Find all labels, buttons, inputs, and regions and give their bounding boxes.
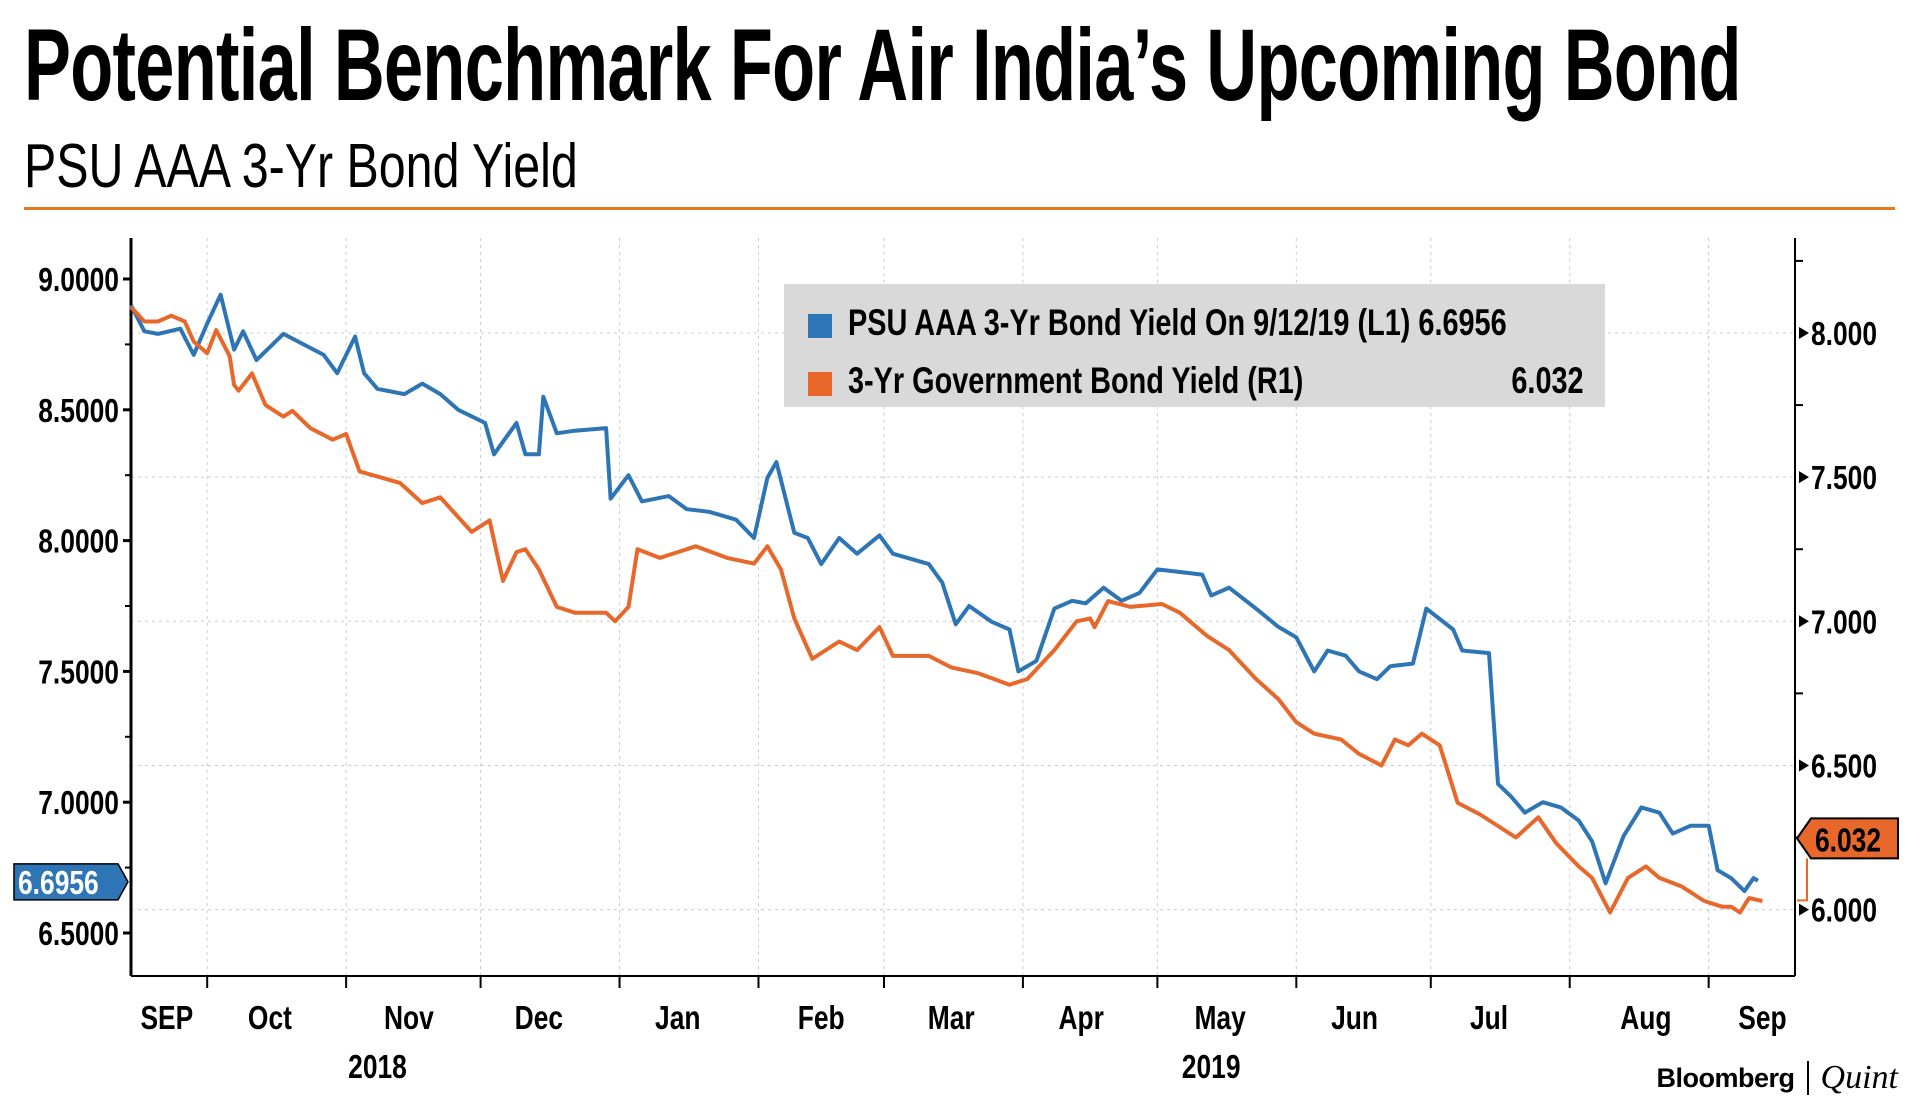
legend-label: PSU AAA 3-Yr Bond Yield On 9/12/19 (L1) … <box>848 302 1507 344</box>
x-tick-label: Apr <box>1058 1000 1104 1036</box>
x-tick-label: Jan <box>655 1000 700 1036</box>
right-tick-label: 7.000 <box>1811 605 1877 641</box>
left-tick-label: 8.0000 <box>38 524 119 560</box>
right-value-tag-leader <box>1797 858 1808 902</box>
x-tick-label: SEP <box>140 1000 193 1036</box>
right-tick-label: 7.500 <box>1811 460 1877 496</box>
left-tick-label: 7.0000 <box>38 785 119 821</box>
right-tick-label: 6.000 <box>1811 893 1877 929</box>
x-tick-label: Oct <box>248 1000 292 1036</box>
legend-series-value: 6.032 <box>1511 360 1584 401</box>
year-label: 2018 <box>348 1049 407 1085</box>
right-tick <box>1799 615 1809 628</box>
brand-logo: Bloomberg Quint <box>1657 1058 1898 1098</box>
right-value-tag <box>1795 817 1899 860</box>
chart-title: Potential Benchmark For Air India’s Upco… <box>24 8 1741 122</box>
x-tick-label: May <box>1194 1000 1246 1036</box>
x-tick-label: Feb <box>798 1000 845 1036</box>
legend: PSU AAA 3-Yr Bond Yield On 9/12/19 (L1) … <box>784 284 1605 407</box>
right-tick <box>1799 903 1809 916</box>
legend-item-gsec: 3-Yr Government Bond Yield (R1) 6.032 <box>808 360 1588 410</box>
chart-subtitle: PSU AAA 3-Yr Bond Yield <box>24 132 578 201</box>
left-value-tag-label: 6.6956 <box>18 865 99 901</box>
right-tick-label: 8.000 <box>1811 316 1877 352</box>
legend-item-psu: PSU AAA 3-Yr Bond Yield On 9/12/19 (L1) … <box>808 302 1588 352</box>
left-tick-label: 8.5000 <box>38 393 119 429</box>
legend-swatch-blue <box>808 314 832 338</box>
title-divider <box>24 207 1895 210</box>
year-label: 2019 <box>1182 1049 1241 1085</box>
x-tick-label: Sep <box>1738 1000 1786 1036</box>
x-tick-label: Aug <box>1620 1000 1671 1036</box>
legend-swatch-orange <box>808 372 832 396</box>
x-tick-label: Mar <box>928 1000 975 1036</box>
right-value-tag-label: 6.032 <box>1815 823 1881 859</box>
series-line-gsec <box>129 305 1763 915</box>
left-tick-label: 6.5000 <box>38 916 119 952</box>
left-value-tag <box>13 863 129 901</box>
right-tick <box>1799 759 1809 772</box>
brand-quint: Quint <box>1820 1059 1898 1096</box>
x-tick-label: Dec <box>515 1000 563 1036</box>
x-tick-label: Jun <box>1331 1000 1378 1036</box>
series-line-psu-aaa <box>129 292 1760 894</box>
x-tick-label: Nov <box>384 1000 434 1036</box>
brand-bloomberg: Bloomberg <box>1656 1062 1796 1093</box>
right-tick <box>1799 327 1809 339</box>
left-tick-label: 9.0000 <box>38 262 119 298</box>
right-tick <box>1799 471 1809 484</box>
legend-label: 3-Yr Government Bond Yield (R1) <box>848 360 1304 401</box>
legend-series-value: 6.6956 <box>1418 302 1507 343</box>
right-tick-label: 6.500 <box>1811 749 1877 785</box>
legend-series-name: PSU AAA 3-Yr Bond Yield On 9/12/19 (L1) <box>848 302 1411 343</box>
x-tick-label: Jul <box>1470 1000 1508 1036</box>
brand-separator <box>1806 1061 1809 1095</box>
left-tick-label: 7.5000 <box>38 655 119 691</box>
